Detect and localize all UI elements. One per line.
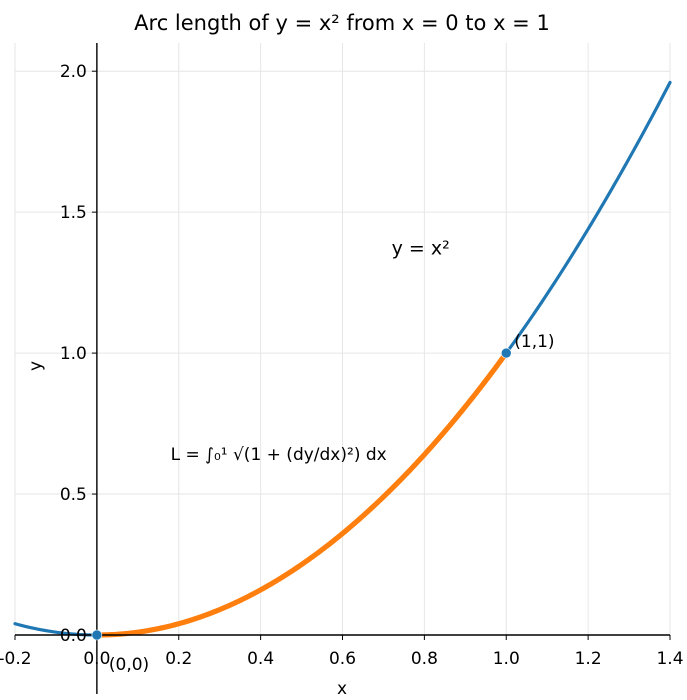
curve-equation-annotation: y = x² xyxy=(392,237,450,259)
x-tick-label: 1.4 xyxy=(656,649,683,669)
highlighted-point xyxy=(91,629,103,641)
chart-title: Arc length of y = x² from x = 0 to x = 1 xyxy=(134,11,550,35)
point-label: (0,0) xyxy=(109,655,149,675)
y-tick-label: 1.5 xyxy=(60,203,87,223)
x-tick-label: -0.2 xyxy=(0,649,32,669)
y-tick-label: 0.0 xyxy=(60,626,87,646)
y-tick-label: 0.5 xyxy=(60,485,87,505)
grid xyxy=(14,43,671,636)
arc-segment-series-line xyxy=(94,350,509,638)
tick-labels: -0.2 0.0 0.2 0.4 0.6 0.8 1.0 1.2 1.4 0.0 0.5 1.0 1.5… xyxy=(0,62,684,669)
x-tick-label: 0.2 xyxy=(165,649,192,669)
axes xyxy=(14,43,671,694)
x-tick-label: 0.0 xyxy=(83,649,110,669)
x-tick-label: 1.2 xyxy=(575,649,602,669)
curves xyxy=(13,80,672,638)
highlighted-points xyxy=(91,347,512,641)
y-axis-label: y xyxy=(26,361,46,371)
x-tick-label: 0.8 xyxy=(411,649,438,669)
y-tick-label: 2.0 xyxy=(60,62,87,82)
annotations: (0,0) (1,1) y = x² L = ∫₀¹ √(1 + (dy/dx)²) … xyxy=(109,237,555,675)
y-tick-label: 1.0 xyxy=(60,344,87,364)
x-axis-label: x xyxy=(337,679,347,699)
x-tick-label: 0.6 xyxy=(329,649,356,669)
highlighted-point xyxy=(500,347,512,359)
arc-length-formula-annotation: L = ∫₀¹ √(1 + (dy/dx)²) dx xyxy=(171,445,387,465)
x-tick-label: 1.0 xyxy=(493,649,520,669)
x-tick-label: 0.4 xyxy=(247,649,274,669)
point-label: (1,1) xyxy=(514,332,554,352)
